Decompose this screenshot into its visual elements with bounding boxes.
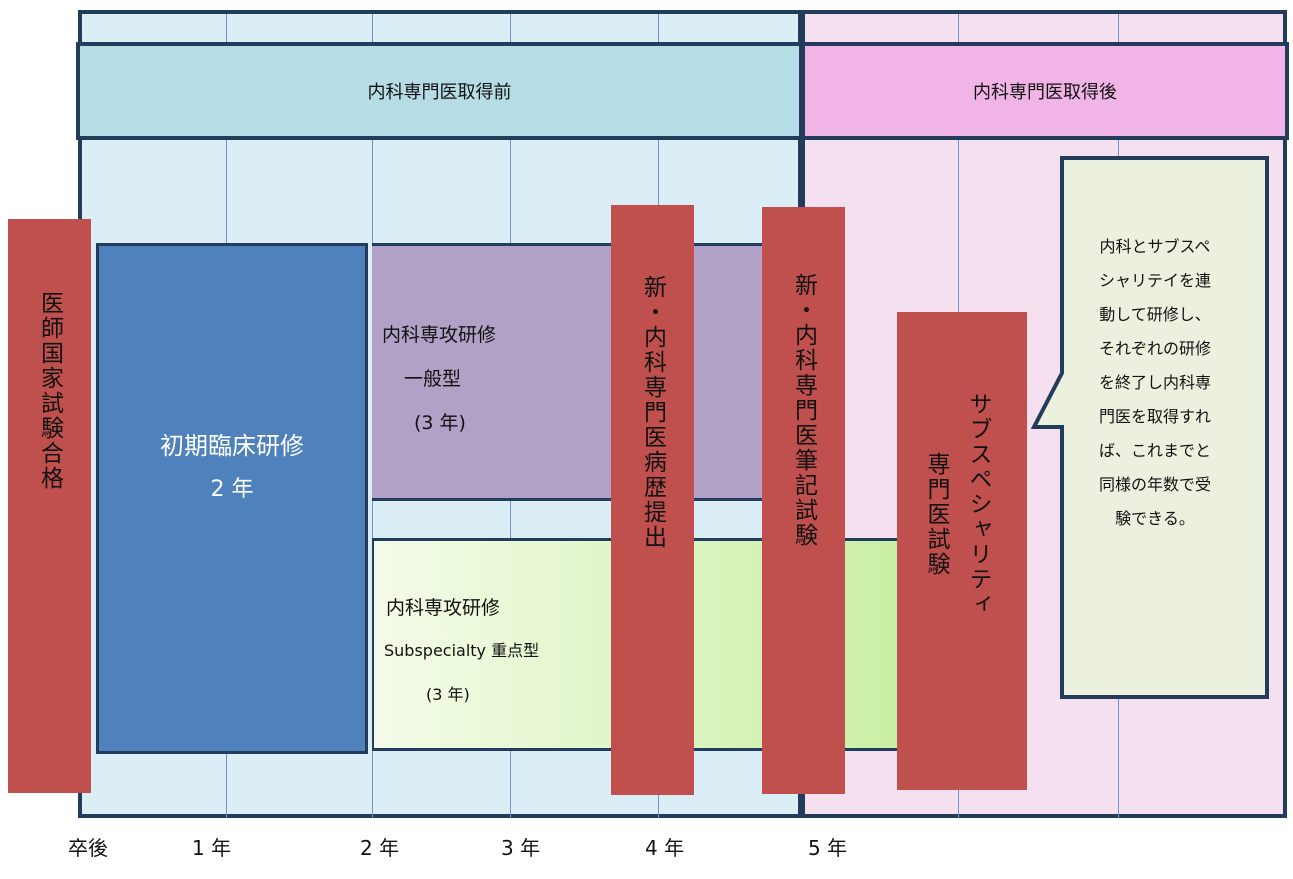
subspecialty-type-duration: (3 年) <box>426 685 470 704</box>
callout-line: を終了し内科専 <box>1098 373 1211 392</box>
general-type-duration: (3 年) <box>414 412 466 434</box>
callout-line: 動して研修し、 <box>1099 305 1211 324</box>
callout-bubble <box>1030 156 1269 699</box>
band-before-label: 内科専門医取得前 <box>367 82 512 103</box>
subspecialty-exam-label-a: サブスペシャリティ <box>965 392 991 617</box>
initial-training-duration: 2 年 <box>210 477 254 502</box>
subspecialty-type-subtitle: Subspecialty 重点型 <box>384 641 540 660</box>
general-type-box: 内科専攻研修 一般型 (3 年) <box>372 243 802 501</box>
axis-label-year-3: 3 年 <box>501 836 541 860</box>
general-type-subtitle: 一般型 <box>404 368 462 390</box>
band-after-label: 内科専門医取得後 <box>973 82 1117 103</box>
axis-label-year-4: 4 年 <box>645 836 685 860</box>
subspecialty-exam-label-b: 専門医試験 <box>923 452 949 577</box>
band-after: 内科専門医取得後 <box>801 42 1289 140</box>
callout-text: 内科とサブスペ シャリテイを連 動して研修し、 それぞれの研修 を終了し内科専 … <box>1085 230 1225 536</box>
case-history-label: 新・内科専門医病歴提出 <box>639 275 666 550</box>
subspecialty-type-title: 内科専攻研修 <box>386 597 501 619</box>
axis-label-graduation: 卒後 <box>68 836 108 860</box>
callout-line: ば、これまでと <box>1098 441 1211 460</box>
callout-line: 門医を取得すれ <box>1098 407 1211 426</box>
callout-line: 内科とサブスペ <box>1099 237 1211 256</box>
initial-training-title: 初期臨床研修 <box>160 432 304 460</box>
callout-line: シャリテイを連 <box>1098 271 1211 290</box>
national-exam-box: 医師国家試験合格 <box>8 219 91 793</box>
written-exam-label: 新・内科専門医筆記試験 <box>790 273 817 548</box>
initial-training-box: 初期臨床研修 2 年 <box>96 243 368 754</box>
axis-label-year-1: 1 年 <box>192 836 232 860</box>
case-history-box: 新・内科専門医病歴提出 <box>611 205 694 795</box>
national-exam-label: 医師国家試験合格 <box>36 291 63 491</box>
subspecialty-exam-box: サブスペシャリティ 専門医試験 <box>897 312 1027 790</box>
callout-line: 験できる。 <box>1115 509 1195 528</box>
callout-line: それぞれの研修 <box>1098 339 1211 358</box>
band-before: 内科専門医取得前 <box>76 42 803 140</box>
general-type-title: 内科専攻研修 <box>382 324 497 346</box>
axis-label-year-2: 2 年 <box>360 836 400 860</box>
written-exam-box: 新・内科専門医筆記試験 <box>762 207 845 794</box>
axis-label-year-5: 5 年 <box>808 836 848 860</box>
callout-line: 同様の年数で受 <box>1098 475 1211 494</box>
